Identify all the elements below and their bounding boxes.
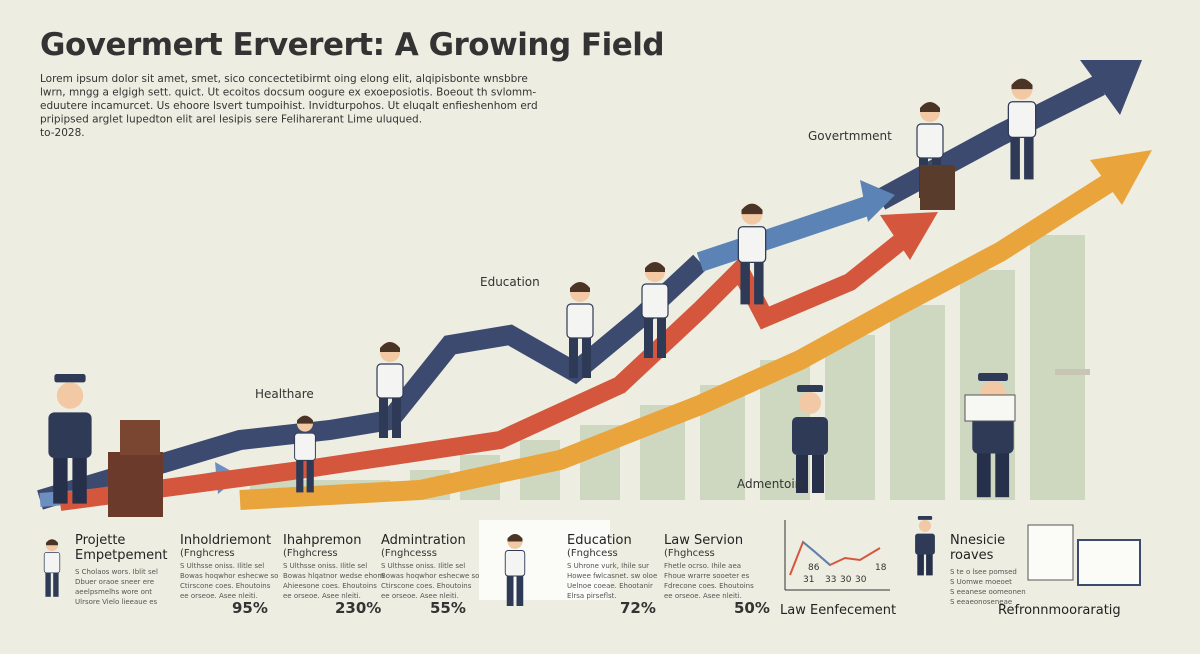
mini-label: 33 — [825, 575, 836, 585]
scene-label: Education — [480, 275, 540, 289]
bg-bar — [1030, 235, 1085, 500]
panel-body: Ulrsore Vielo lieeaue es — [75, 598, 158, 606]
panel-body: S eeanese oomeonen — [950, 588, 1026, 596]
panel-body: ee orseoe. Asee nleiti. — [180, 592, 258, 600]
red-arrow — [58, 230, 911, 511]
title: Govermert Erverert: A Growing Field — [40, 27, 664, 63]
panel-subtitle: (Fnghcress — [180, 548, 235, 559]
panel-percent: 55% — [430, 599, 466, 617]
intro-line: Lorem ipsum dolor sit amet, smet, sico c… — [40, 73, 528, 85]
panel-title: Inholdriemont — [180, 533, 271, 548]
scene-label: Admentoin — [737, 477, 802, 491]
panel-body: S Ulthsse oniss. Ilitle sel — [283, 562, 367, 570]
intro-line: eduutere incamurcet. Us ehoore lsvert tu… — [40, 100, 538, 112]
panel-body: Ahieesone coes. Ehoutoins — [283, 582, 377, 590]
panel-body: Uelnoe coeae. Ehootanir — [567, 582, 653, 590]
panel-title: Law Servion — [664, 533, 743, 548]
chair — [920, 165, 955, 210]
person — [1007, 77, 1037, 181]
footer: Refronnmooraratig — [998, 603, 1121, 618]
podium-top — [120, 420, 160, 455]
bg-bar — [890, 305, 945, 500]
panel-image — [479, 520, 610, 600]
panel-body: S Ulthsse oniss. Ilitle sel — [180, 562, 264, 570]
blue-arrow — [696, 195, 874, 272]
intro-line: lwrn, mngg a elgigh sett. quict. Ut ecoi… — [40, 87, 536, 99]
mini-chart — [784, 520, 890, 591]
panel-body: ee orseoe. Asee nleiti. — [381, 592, 459, 600]
panel-body: Bowas hlqatnor wedse ehom — [283, 572, 384, 580]
navy-arrow — [37, 254, 707, 510]
bg-bar — [825, 335, 875, 500]
podium — [108, 452, 163, 517]
mini-line — [789, 540, 881, 576]
navy-arrow — [874, 75, 1105, 210]
panel-body: S Uhrone vurk, Ihile sur — [567, 562, 649, 570]
panel-body: Bowas hoqwhor eshecwe so — [180, 572, 278, 580]
arrowhead — [860, 180, 895, 222]
arrowhead — [1080, 60, 1142, 115]
mini-label: 30 — [855, 575, 867, 585]
scene-label: Govertmment — [808, 129, 892, 143]
panel-title: Empetpement — [75, 548, 167, 563]
panel-body: aeelpsmelhs wore ont — [75, 588, 152, 596]
panel-body: S Cholaos wors. Iblit sel — [75, 568, 158, 576]
panel-body: Howee fwlcasnet. sw oloe — [567, 572, 657, 580]
intro: Lorem ipsum dolor sit amet, smet, sico c… — [40, 73, 538, 139]
intro-line: pripipsed arglet lupedton elit arel lesi… — [40, 114, 422, 126]
panel-subtitle: (Fnghcess — [567, 548, 618, 559]
intro-line: to-2028. — [40, 127, 85, 139]
mini-label: 30 — [840, 575, 852, 585]
panel-percent: 95% — [232, 599, 268, 617]
panel-body: S Uomwe moeoet — [950, 578, 1012, 586]
scene-label: Healthare — [255, 387, 314, 401]
panel-body: Ctirscone coes. Ehoutoins — [180, 582, 271, 590]
panel-body: S te o lsee pomsed — [950, 568, 1017, 576]
panel-title: Admintration — [381, 533, 466, 548]
panel-subtitle: (Fhghcess — [664, 548, 715, 559]
arrowhead — [1090, 150, 1152, 205]
panel-body: Ctirscone coes. Ehoutoins — [381, 582, 472, 590]
panel-body: Fdrecone coes. Ehoutoins — [664, 582, 754, 590]
panel-icon — [915, 516, 935, 576]
panel-title: Projette — [75, 533, 125, 548]
panel-percent: 230% — [335, 599, 381, 617]
panel-title: roaves — [950, 548, 994, 563]
document — [964, 394, 1016, 422]
panel-body: Fhetle ocrso. Ihile aea — [664, 562, 741, 570]
panel-subtitle: (Fhghcress — [283, 548, 338, 559]
panel-body: Bowas hoqwhor eshecwe so — [381, 572, 479, 580]
doc-icon — [1027, 524, 1074, 581]
panel-body: ee orseoe. Asee nleiti. — [664, 592, 742, 600]
panel-percent: 72% — [620, 599, 656, 617]
panel-body: S Ulthsse oniss. Ilitle sel — [381, 562, 465, 570]
mini-label: 86 — [808, 563, 820, 573]
panel-body: S eeaeonoseneae — [950, 598, 1012, 606]
panel-subtitle: (Fnghcesss — [381, 548, 437, 559]
mini-label: 18 — [875, 563, 887, 573]
mini-line — [802, 541, 831, 566]
panel-body: Dbuer oraoe sneer ere — [75, 578, 154, 586]
arrowhead — [880, 212, 938, 260]
panel-body: Fhoue wrarre sooeter es — [664, 572, 750, 580]
orange-arrow — [239, 173, 1116, 510]
mini-caption: Law Eenfecement — [780, 603, 896, 618]
arrows — [37, 60, 1152, 511]
panel-title: Education — [567, 533, 632, 548]
panel-title: Nnesicie — [950, 533, 1005, 548]
panel-body: Elrsa pirseflst. — [567, 592, 617, 600]
panel-percent: 50% — [734, 599, 770, 617]
panel-body: ee orseoe. Asee nleiti. — [283, 592, 361, 600]
mini-label: 31 — [803, 575, 814, 585]
doc-icon — [1077, 539, 1141, 586]
panel-title: Ihahpremon — [283, 533, 361, 548]
panel-icon — [43, 538, 61, 598]
